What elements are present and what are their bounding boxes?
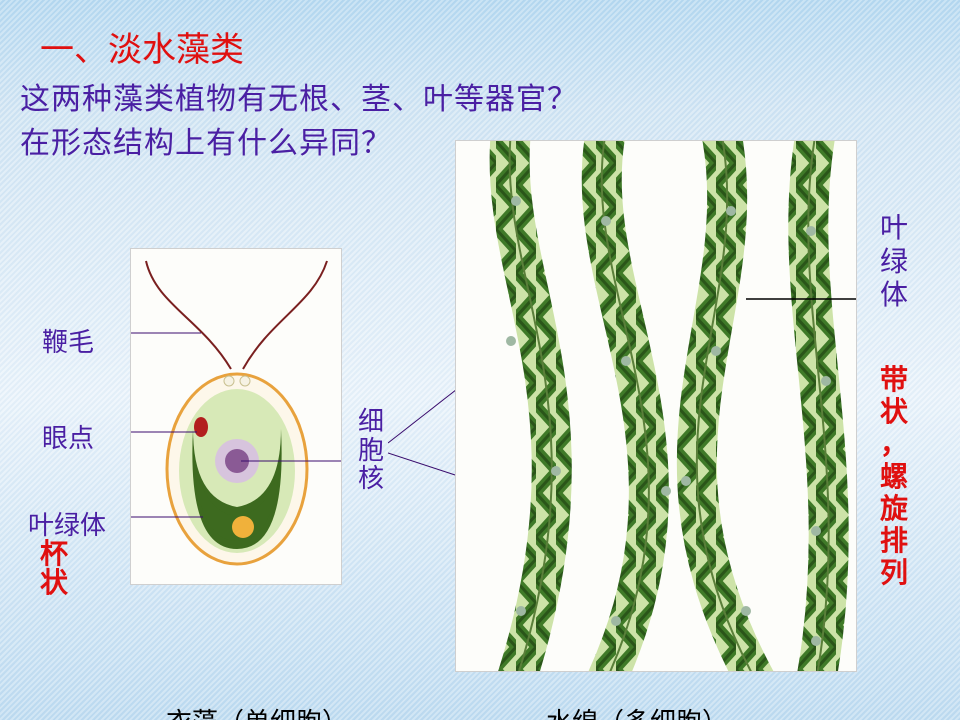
label-eyespot: 眼点 xyxy=(42,418,94,455)
left-shape-label: 杯 状 xyxy=(40,540,68,599)
slide-stage: 一、淡水藻类 这两种藻类植物有无根、茎、叶等器官？ 在形态结构上有什么异同？ xyxy=(0,0,960,720)
caption-right-paren: （多细胞） xyxy=(598,708,728,720)
spirogyra-svg xyxy=(456,141,856,671)
label-flagellum: 鞭毛 xyxy=(42,322,94,359)
left-figure-box xyxy=(130,248,342,585)
caption-right: 水绵（多细胞） xyxy=(520,672,728,720)
chlamydomonas-svg xyxy=(131,249,341,584)
section-title: 一、淡水藻类 xyxy=(40,22,244,71)
right-shape-label: 带 状 ， 螺 旋 排 列 xyxy=(880,365,908,590)
label-chloroplast-left: 叶绿体 xyxy=(28,505,106,542)
caption-right-name: 水绵 xyxy=(546,708,598,720)
label-chloroplast-right: 叶 绿 体 xyxy=(880,212,908,313)
label-nucleus: 细 胞 核 xyxy=(358,408,384,494)
caption-left-name: 衣藻 xyxy=(166,708,218,720)
caption-left: 衣藻（单细胞） xyxy=(140,672,348,720)
right-figure-box xyxy=(455,140,857,672)
caption-left-paren: （单细胞） xyxy=(218,708,348,720)
